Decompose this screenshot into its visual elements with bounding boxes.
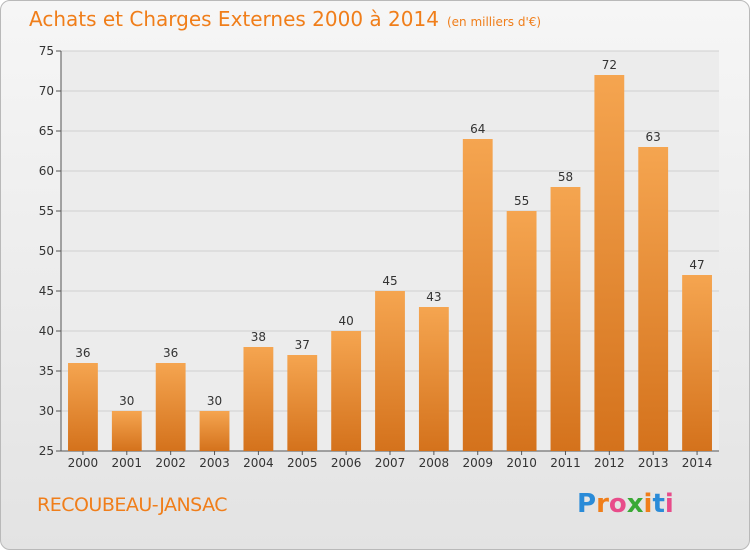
logo-letter: i <box>664 489 674 519</box>
bar-2014 <box>682 275 712 451</box>
y-tick-label: 60 <box>39 164 54 178</box>
chart-title: Achats et Charges Externes 2000 à 2014 (e… <box>29 7 541 31</box>
bar-2010 <box>506 211 537 451</box>
x-tick-label: 2000 <box>68 456 99 470</box>
bars <box>68 75 712 451</box>
x-tick-label: 2014 <box>682 456 713 470</box>
bar-value-label: 38 <box>251 330 266 344</box>
bar-value-label: 47 <box>689 258 704 272</box>
logo-letter: t <box>652 489 665 519</box>
bar-2005 <box>287 355 318 451</box>
x-tick-label: 2005 <box>287 456 318 470</box>
bar-value-label: 36 <box>163 346 178 360</box>
x-tick-label: 2007 <box>375 456 406 470</box>
commune-name: RECOUBEAU-JANSAC <box>37 494 228 516</box>
bar-2006 <box>331 331 362 451</box>
bar-2012 <box>594 75 625 451</box>
bar-value-label: 36 <box>75 346 90 360</box>
y-tick-label: 35 <box>39 364 54 378</box>
bar-value-label: 72 <box>602 58 617 72</box>
logo-letter: x <box>626 489 644 519</box>
chart-unit: (en milliers d'€) <box>446 15 542 29</box>
logo-letter: i <box>643 489 653 519</box>
y-tick-label: 75 <box>39 44 54 58</box>
x-tick-label: 2013 <box>638 456 669 470</box>
y-tick-label: 40 <box>39 324 54 338</box>
x-tick-label: 2002 <box>155 456 186 470</box>
bar-value-label: 63 <box>646 130 661 144</box>
bar-2002 <box>155 363 186 451</box>
bar-value-label: 30 <box>207 394 222 408</box>
labels: 25 30 35 40 45 50 55 60 65 70 75 36 2000 30 2001 36 2002… <box>39 44 713 470</box>
x-tick-label: 2003 <box>199 456 230 470</box>
logo-letter: P <box>577 489 597 519</box>
logo-letter: r <box>596 489 609 519</box>
y-tick-label: 45 <box>39 284 54 298</box>
y-tick-label: 50 <box>39 244 54 258</box>
bar-value-label: 64 <box>470 122 485 136</box>
bar-value-label: 37 <box>295 338 310 352</box>
bar-2013 <box>638 147 669 451</box>
y-tick-label: 55 <box>39 204 54 218</box>
bar-2003 <box>199 411 230 451</box>
bar-value-label: 40 <box>338 314 353 328</box>
logo-letter: o <box>608 489 627 519</box>
y-tick-label: 25 <box>39 444 54 458</box>
x-tick-label: 2006 <box>331 456 362 470</box>
x-tick-label: 2008 <box>419 456 450 470</box>
bar-2009 <box>462 139 493 451</box>
bar-2001 <box>111 411 142 451</box>
bar-2000 <box>68 363 98 451</box>
y-tick-label: 30 <box>39 404 54 418</box>
bar-2004 <box>243 347 274 451</box>
bar-2007 <box>375 291 405 451</box>
y-tick-label: 65 <box>39 124 54 138</box>
bar-2011 <box>550 187 581 451</box>
y-tick-label: 70 <box>39 84 54 98</box>
bar-value-label: 45 <box>382 274 397 288</box>
x-tick-label: 2009 <box>462 456 493 470</box>
bar-value-label: 58 <box>558 170 573 184</box>
bar-value-label: 55 <box>514 194 529 208</box>
x-tick-label: 2010 <box>506 456 537 470</box>
proxiti-logo: Proxiti <box>577 489 674 519</box>
x-tick-label: 2004 <box>243 456 274 470</box>
bar-value-label: 43 <box>426 290 441 304</box>
chart-title-text: Achats et Charges Externes 2000 à 2014 <box>29 7 439 31</box>
x-tick-label: 2012 <box>594 456 625 470</box>
bar-value-label: 30 <box>119 394 134 408</box>
x-tick-label: 2011 <box>550 456 581 470</box>
x-tick-label: 2001 <box>112 456 143 470</box>
bar-2008 <box>418 307 449 451</box>
